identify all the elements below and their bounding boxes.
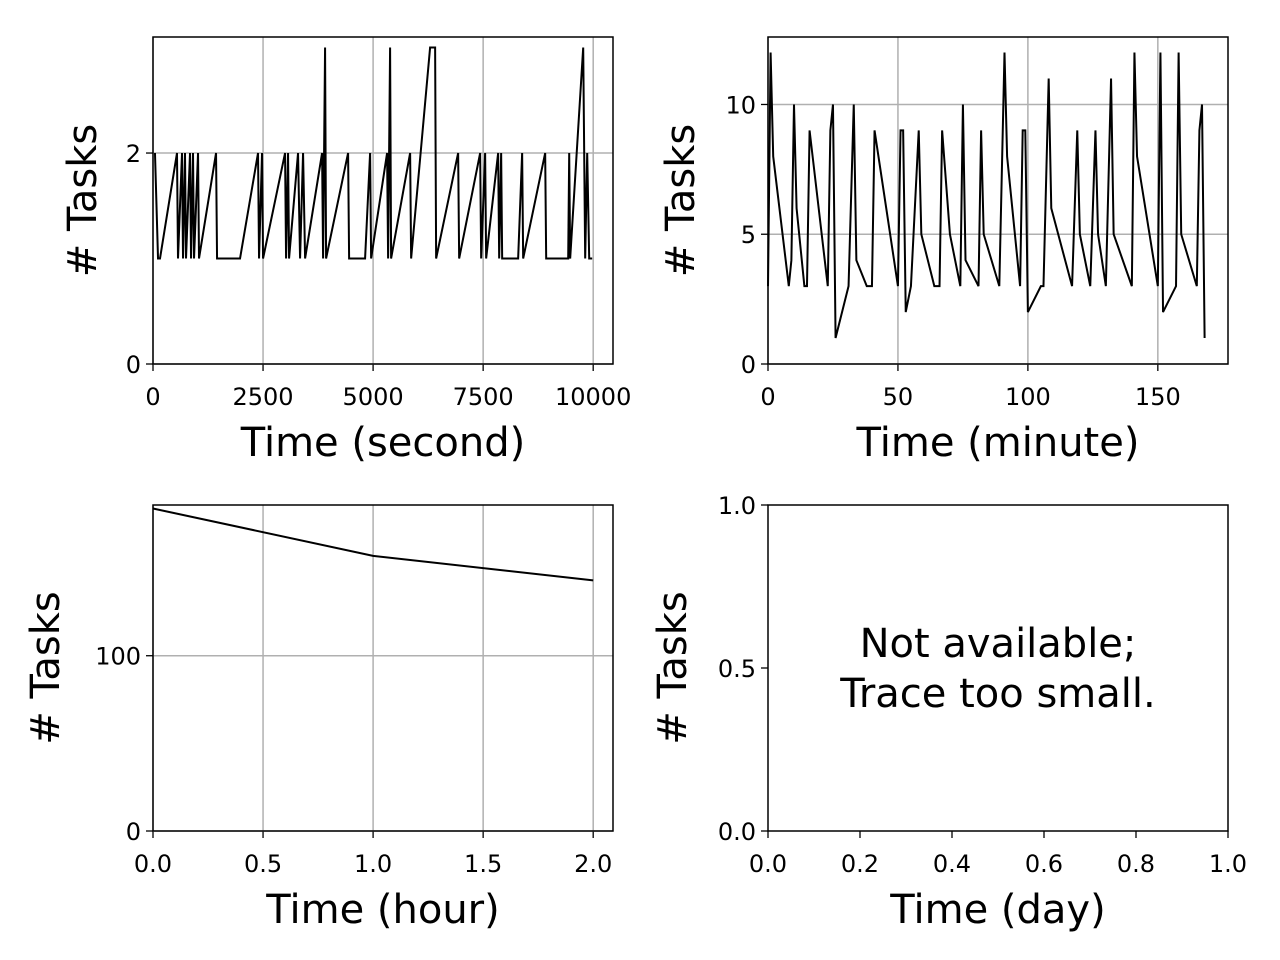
y-axis-label: # Tasks [650,591,696,744]
y-tick-label: 0 [126,818,141,846]
y-axis-label: # Tasks [658,124,704,277]
x-tick-label: 0.0 [134,850,172,878]
annotation: Trace too small. [839,671,1155,717]
x-axis-label: Time (day) [889,887,1105,933]
x-tick-label: 2.0 [574,850,612,878]
y-tick-label: 5 [741,221,756,249]
x-tick-label: 5000 [343,383,404,411]
y-tick-label: 2 [126,140,141,168]
x-tick-label: 0 [145,383,160,411]
x-tick-label: 10000 [555,383,631,411]
x-tick-label: 0.8 [1117,850,1155,878]
x-tick-label: 7500 [453,383,514,411]
axes-frame [152,504,614,832]
x-tick-label: 0.2 [841,850,879,878]
x-tick-label: 0 [760,383,775,411]
y-tick-label: 0 [741,351,756,379]
y-tick-label: 0.0 [718,818,756,846]
x-tick-label: 2500 [233,383,294,411]
y-axis-label: # Tasks [23,591,69,744]
y-tick-label: 1.0 [718,492,756,520]
y-tick-label: 100 [95,643,141,671]
x-tick-label: 1.0 [354,850,392,878]
y-axis-label: # Tasks [60,124,106,277]
axes-frame [767,36,1229,365]
x-tick-label: 50 [883,383,914,411]
annotation: Not available; [860,621,1137,667]
x-tick-label: 1.5 [464,850,502,878]
data-line [153,46,593,260]
x-axis-label: Time (minute) [856,420,1140,466]
x-tick-label: 100 [1005,383,1051,411]
data-line [152,507,594,582]
x-tick-label: 0.0 [749,850,787,878]
x-tick-label: 0.4 [933,850,971,878]
y-tick-label: 10 [725,91,756,119]
x-axis-label: Time (hour) [265,887,499,933]
y-tick-label: 0 [126,351,141,379]
axes-frame [767,504,1229,832]
data-line [767,52,1206,339]
x-tick-label: 0.6 [1025,850,1063,878]
x-tick-label: 1.0 [1209,850,1247,878]
x-axis-label: Time (second) [240,420,525,466]
axes-frame [152,36,614,365]
x-tick-label: 0.5 [244,850,282,878]
y-tick-label: 0.5 [718,655,756,683]
x-tick-label: 150 [1135,383,1181,411]
